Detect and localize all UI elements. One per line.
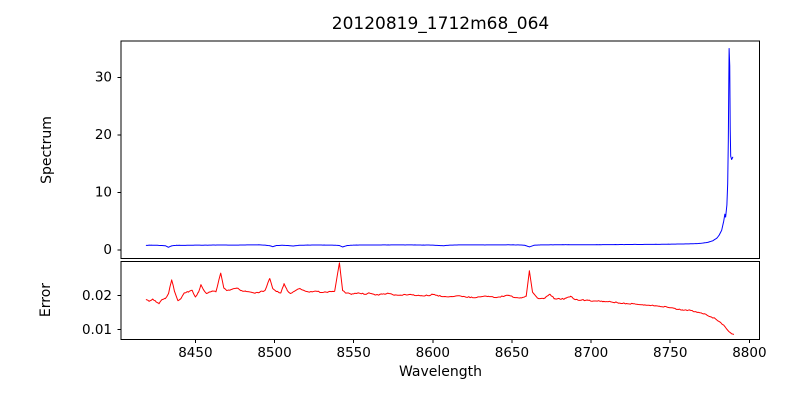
error-line: [145, 262, 735, 335]
error-plot-area: [120, 261, 760, 340]
spectrum-axis-label: Spectrum: [39, 116, 55, 184]
spectrum-y-tick-label: 0: [103, 242, 112, 258]
chart-title: 20120819_1712m68_064: [331, 14, 550, 34]
x-tick-label: 8550: [336, 345, 370, 361]
error-axis-label: Error: [38, 282, 54, 318]
spectrum-plot-area: [120, 40, 760, 259]
spectrum-line: [145, 47, 734, 248]
x-tick-label: 8750: [653, 345, 687, 361]
x-tick-label: 8500: [257, 345, 291, 361]
x-tick-label: 8650: [495, 345, 529, 361]
spectrum-y-tick-label: 20: [95, 127, 112, 143]
x-tick-label: 8700: [574, 345, 608, 361]
x-tick-label: 8450: [178, 345, 212, 361]
error-y-tick-label: 0.01: [82, 322, 112, 338]
spectrum-y-tick-label: 10: [95, 185, 112, 201]
spectrum-y-tick-label: 30: [95, 70, 112, 86]
wavelength-axis-label: Wavelength: [398, 364, 483, 380]
x-tick-label: 8800: [732, 345, 766, 361]
x-tick-label: 8600: [416, 345, 450, 361]
error-y-tick-label: 0.02: [82, 288, 112, 304]
